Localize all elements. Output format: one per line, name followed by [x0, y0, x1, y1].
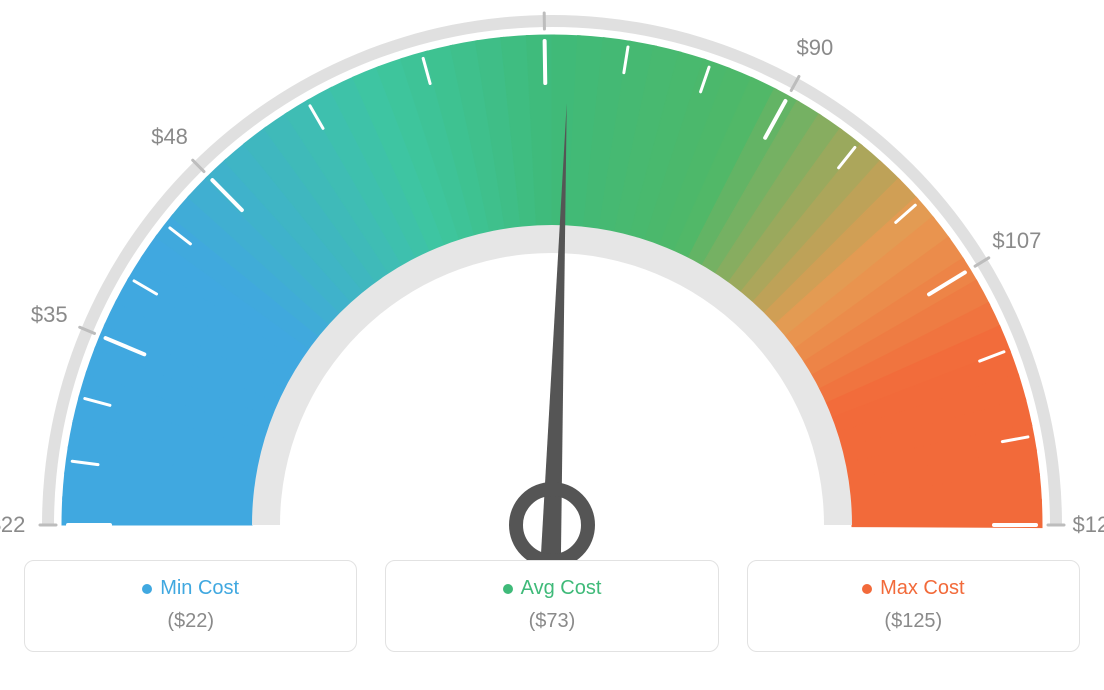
legend-row: Min Cost ($22) Avg Cost ($73) Max Cost (…	[0, 560, 1104, 652]
legend-avg-value: ($73)	[396, 610, 707, 633]
legend-min-label: Min Cost	[160, 577, 239, 600]
legend-max-box: Max Cost ($125)	[747, 560, 1080, 652]
dot-icon	[142, 584, 152, 594]
dot-icon	[503, 584, 513, 594]
gauge-tick-label: $48	[151, 124, 188, 150]
legend-avg-title: Avg Cost	[503, 577, 602, 600]
gauge-svg	[0, 0, 1104, 560]
legend-max-value: ($125)	[758, 610, 1069, 633]
legend-avg-box: Avg Cost ($73)	[385, 560, 718, 652]
gauge-tick-label: $90	[796, 35, 833, 61]
dot-icon	[862, 584, 872, 594]
gauge-chart: $22$35$48$73$90$107$125	[0, 0, 1104, 560]
gauge-tick-label: $35	[31, 302, 68, 328]
legend-min-value: ($22)	[35, 610, 346, 633]
legend-min-box: Min Cost ($22)	[24, 560, 357, 652]
legend-max-title: Max Cost	[862, 577, 964, 600]
gauge-tick-label: $107	[992, 228, 1041, 254]
gauge-tick-label: $125	[1073, 512, 1104, 538]
legend-max-label: Max Cost	[880, 577, 964, 600]
legend-min-title: Min Cost	[142, 577, 239, 600]
gauge-tick-label: $22	[0, 512, 25, 538]
legend-avg-label: Avg Cost	[521, 577, 602, 600]
